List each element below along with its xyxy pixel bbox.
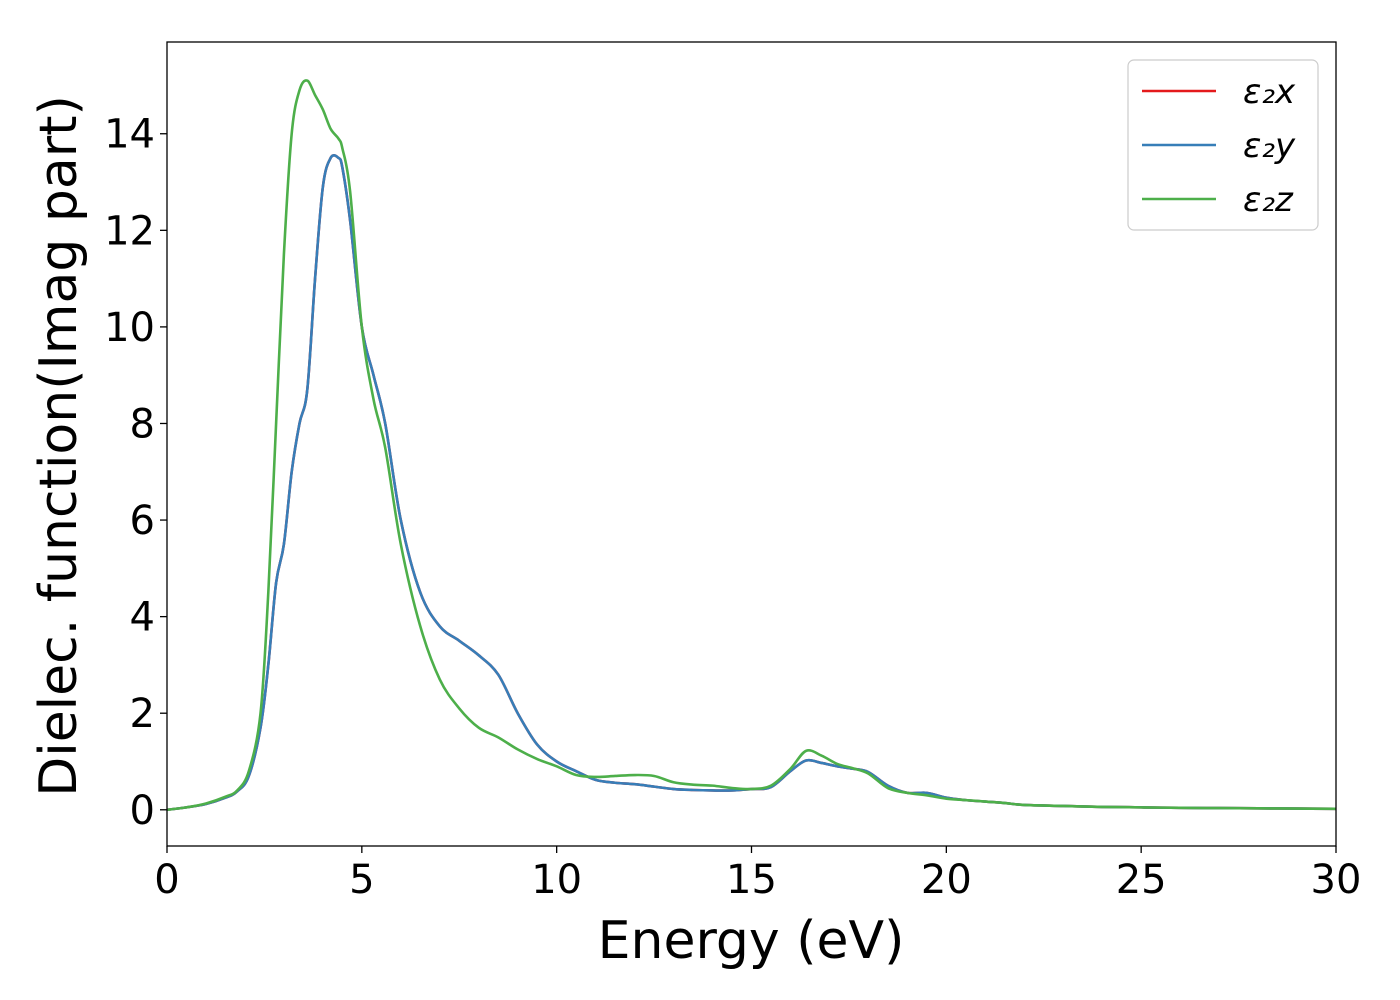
x-tick-label: 5 xyxy=(349,857,374,903)
x-tick-label: 0 xyxy=(154,857,179,903)
y-axis-ticks: 0 2 4 6 8 10 12 14 xyxy=(104,112,167,834)
series-line-2 xyxy=(167,154,1336,812)
y-tick-label: 4 xyxy=(130,595,155,641)
y-tick-label: 12 xyxy=(104,208,155,254)
legend-label-3: ε₂z xyxy=(1243,180,1294,220)
x-tick-label: 15 xyxy=(726,857,777,903)
y-tick-label: 8 xyxy=(130,401,155,447)
y-axis-label: Dielec. function(Imag part) xyxy=(29,95,89,797)
legend-box xyxy=(1127,59,1319,231)
series-line-1 xyxy=(167,154,1336,812)
y-tick-label: 0 xyxy=(130,788,155,834)
x-tick-label: 30 xyxy=(1311,857,1362,903)
x-axis-ticks: 0 5 10 15 20 25 30 xyxy=(154,846,1361,903)
x-tick-label: 10 xyxy=(531,857,582,903)
y-tick-label: 2 xyxy=(130,691,155,737)
series-line-3 xyxy=(167,79,1336,812)
series-lines xyxy=(167,79,1336,812)
legend-label-2: ε₂y xyxy=(1243,126,1296,166)
y-tick-label: 10 xyxy=(104,305,155,351)
y-tick-label: 6 xyxy=(130,498,155,544)
legend-label-1: ε₂x xyxy=(1243,72,1296,112)
x-axis-label: Energy (eV) xyxy=(598,911,905,971)
y-tick-label: 14 xyxy=(104,112,155,158)
x-tick-label: 20 xyxy=(921,857,972,903)
legend: ε₂x ε₂y ε₂z xyxy=(1127,59,1319,231)
x-tick-label: 25 xyxy=(1116,857,1167,903)
